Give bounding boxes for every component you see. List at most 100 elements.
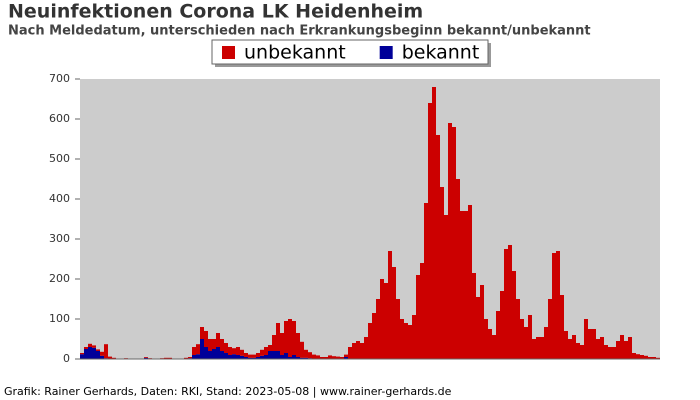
bar (332, 356, 336, 359)
bar (632, 353, 636, 359)
bar (260, 355, 264, 359)
chart-title: Neuinfektionen Corona LK Heidenheim (8, 1, 423, 23)
bar (528, 315, 532, 359)
bar (96, 351, 100, 359)
bar (268, 345, 272, 351)
bar (84, 349, 88, 359)
bar (560, 295, 564, 359)
bar (340, 357, 344, 359)
bar (320, 357, 324, 359)
bar (648, 357, 652, 359)
bar (228, 347, 232, 355)
bar (392, 267, 396, 359)
bar (484, 319, 488, 359)
y-tick-label: 100 (49, 312, 70, 325)
bar (572, 335, 576, 359)
bar (324, 357, 328, 359)
bar (448, 123, 452, 359)
bar (316, 355, 320, 359)
bar (196, 354, 200, 359)
bar (80, 353, 84, 355)
bar (216, 347, 220, 359)
bar (288, 357, 292, 359)
bar (424, 203, 428, 359)
bar (640, 355, 644, 359)
bar (604, 345, 608, 359)
bar (344, 357, 348, 359)
bar (300, 357, 304, 359)
bar (84, 347, 88, 349)
bar (224, 343, 228, 353)
bar (212, 339, 216, 349)
bar (248, 354, 252, 358)
bar (216, 333, 220, 347)
bar (396, 299, 400, 359)
bar (620, 335, 624, 359)
bar (328, 355, 332, 359)
bar (568, 339, 572, 359)
bar (276, 351, 280, 359)
bar (376, 299, 380, 359)
bar (416, 275, 420, 359)
bar (452, 127, 456, 359)
bar (144, 357, 148, 358)
bar (480, 285, 484, 359)
bar (308, 352, 312, 359)
bar (244, 353, 248, 357)
bar (284, 353, 288, 359)
bar (100, 355, 104, 359)
bar (468, 205, 472, 359)
legend-swatch (222, 46, 235, 59)
bar (284, 321, 288, 353)
bar (264, 355, 268, 359)
bar (240, 355, 244, 359)
bar (204, 347, 208, 359)
bar (436, 135, 440, 359)
bar (624, 341, 628, 359)
bar (88, 347, 92, 359)
bar (472, 273, 476, 359)
bar (184, 357, 188, 359)
bar (220, 351, 224, 359)
legend-label: unbekannt (244, 42, 346, 64)
bar (360, 343, 364, 359)
bar (636, 354, 640, 359)
bar (532, 339, 536, 359)
y-tick-label: 300 (49, 232, 70, 245)
plot-background (80, 79, 660, 359)
legend-box (211, 39, 489, 65)
bar (108, 356, 112, 359)
bar (208, 339, 212, 351)
bar (280, 333, 284, 355)
bar (236, 347, 240, 355)
bar (404, 323, 408, 359)
bar (96, 349, 100, 351)
bar (364, 337, 368, 359)
y-tick-label: 200 (49, 272, 70, 285)
bar (456, 179, 460, 359)
bar (212, 349, 216, 359)
bar (344, 354, 348, 357)
bar (92, 345, 96, 348)
bar (252, 354, 256, 358)
bar (464, 211, 468, 359)
bar (576, 343, 580, 359)
bar (564, 331, 568, 359)
bar (232, 354, 236, 359)
bar (544, 327, 548, 359)
y-tick-label: 500 (49, 152, 70, 165)
bar (492, 335, 496, 359)
bar (200, 339, 204, 359)
bar (272, 351, 276, 359)
y-tick-label: 400 (49, 192, 70, 205)
bar (512, 271, 516, 359)
footer: Grafik: Rainer Gerhards, Daten: RKI, Sta… (4, 385, 452, 398)
bar (192, 355, 196, 359)
bar (292, 321, 296, 355)
bar (540, 337, 544, 359)
bar (656, 357, 660, 359)
bar (408, 325, 412, 359)
bar (220, 339, 224, 351)
bar (232, 348, 236, 355)
bar (356, 341, 360, 359)
